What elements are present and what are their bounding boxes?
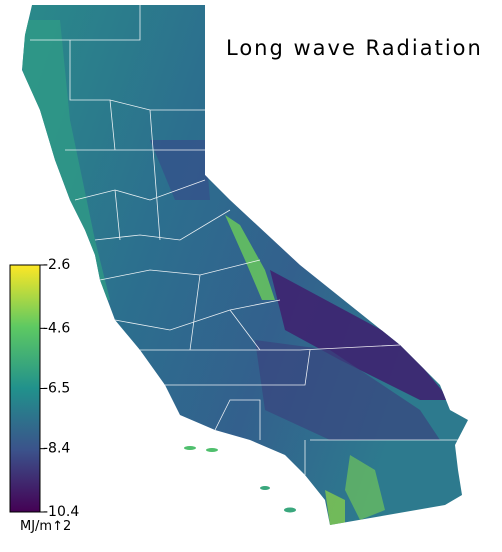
island [260, 486, 270, 490]
colorbar: -2.6 -4.6 -6.5 -8.4 -10.4 [9, 257, 79, 520]
colorbar-tick-label: -8.4 [43, 441, 70, 457]
sierra-crest [225, 215, 275, 300]
colorbar-tick-label: -4.6 [43, 320, 70, 336]
sierra-north [150, 140, 210, 200]
south-coast [325, 490, 345, 525]
desert-peaks [345, 455, 385, 520]
colorbar-tick-label: -2.6 [43, 257, 70, 273]
state-shape [22, 5, 468, 525]
island [284, 507, 296, 513]
radiation-field [22, 20, 450, 525]
colorbar-unit: MJ/m↑2 [20, 519, 71, 534]
desert-low [270, 270, 450, 400]
desert-mid [255, 340, 440, 440]
map-title: Long wave Radiation [226, 36, 483, 60]
colorbar-ramp [9, 264, 41, 513]
island [206, 448, 218, 452]
colorbar-tick-label: -6.5 [43, 381, 70, 397]
state-map [22, 5, 468, 525]
colorbar-tick-label: -10.4 [43, 504, 79, 520]
islands [184, 446, 296, 513]
coastal-zone [22, 20, 110, 300]
county-lines [30, 5, 460, 475]
island [184, 446, 196, 450]
